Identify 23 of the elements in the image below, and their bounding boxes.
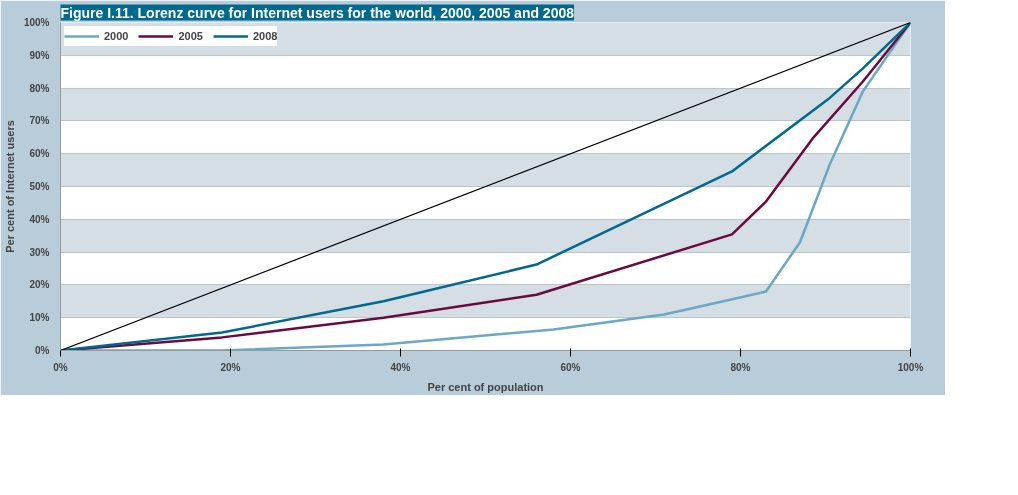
legend-label: 2008 <box>252 30 278 42</box>
y-tick-label: 80% <box>29 82 50 94</box>
x-tick-label: 0% <box>53 361 68 373</box>
x-tick-label: 100% <box>897 361 924 373</box>
y-tick-label: 90% <box>29 49 50 61</box>
chart-title: Figure I.11. Lorenz curve for Internet users for the world, 2000, 2005 and 2008 <box>60 4 575 21</box>
x-tick-label: 80% <box>730 361 751 373</box>
legend-label: 2005 <box>178 30 203 42</box>
x-tick-label: 60% <box>560 361 581 373</box>
y-tick-label: 10% <box>29 312 50 324</box>
y-tick-label: 0% <box>35 345 50 356</box>
y-tick-label: 20% <box>29 279 50 291</box>
x-axis-title: Per cent of population <box>427 380 544 393</box>
y-tick-label: 50% <box>29 181 50 192</box>
x-tick-label: 40% <box>390 361 411 373</box>
y-tick-label: 70% <box>29 115 50 127</box>
y-tick-label: 100% <box>23 17 50 28</box>
y-tick-label: 30% <box>29 246 50 258</box>
y-tick-label: 40% <box>29 213 50 225</box>
y-axis-title: Per cent of Internet users <box>3 120 16 253</box>
legend-label: 2000 <box>104 30 129 42</box>
y-tick-label: 60% <box>29 148 50 160</box>
x-tick-label: 20% <box>220 361 241 373</box>
